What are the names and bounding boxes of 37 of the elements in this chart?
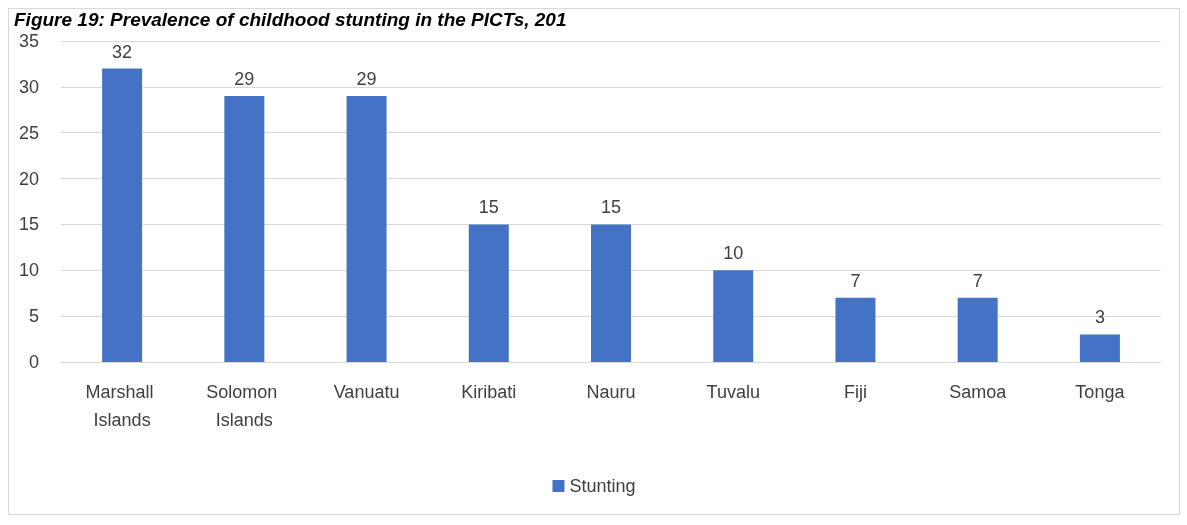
bar bbox=[713, 270, 754, 362]
y-tick-label: 25 bbox=[18, 122, 39, 143]
x-tick-label: Solomon Islands bbox=[206, 382, 283, 430]
data-label: 32 bbox=[112, 41, 133, 62]
y-tick-label: 15 bbox=[18, 214, 39, 235]
bar bbox=[224, 96, 265, 362]
bar bbox=[468, 224, 509, 362]
data-label: 15 bbox=[478, 197, 499, 218]
data-label: 29 bbox=[356, 69, 377, 90]
legend-label: Stunting bbox=[569, 476, 636, 496]
y-tick-label: 20 bbox=[18, 168, 39, 189]
bar bbox=[346, 96, 387, 362]
data-label: 29 bbox=[234, 69, 255, 90]
data-label: 10 bbox=[723, 243, 744, 264]
data-label: 7 bbox=[850, 270, 861, 291]
bar bbox=[591, 224, 631, 362]
y-tick-label: 5 bbox=[28, 306, 39, 327]
x-tick-label: Tuvalu bbox=[706, 382, 760, 402]
bar bbox=[102, 68, 143, 362]
x-tick-label: Marshall Islands bbox=[85, 382, 159, 430]
y-tick-label: 30 bbox=[18, 76, 39, 97]
y-tick-label: 35 bbox=[18, 31, 39, 51]
x-tick-label: Nauru bbox=[586, 382, 636, 402]
data-label: 7 bbox=[972, 270, 983, 291]
data-label: 3 bbox=[1094, 307, 1105, 328]
bar bbox=[1079, 334, 1120, 362]
x-tick-label: Vanuatu bbox=[333, 382, 400, 402]
bar bbox=[835, 297, 876, 362]
bar bbox=[957, 297, 998, 362]
x-tick-label: Samoa bbox=[949, 382, 1008, 402]
y-tick-label: 0 bbox=[28, 352, 39, 372]
x-tick-label: Kiribati bbox=[461, 382, 517, 402]
data-label: 15 bbox=[600, 197, 622, 218]
x-tick-label: Tonga bbox=[1075, 382, 1126, 402]
x-tick-label: Fiji bbox=[843, 382, 867, 402]
y-tick-label: 10 bbox=[18, 260, 39, 281]
chart-title: Figure 19: Prevalence of childhood stunting in the PICTs, 201 bbox=[14, 9, 567, 30]
